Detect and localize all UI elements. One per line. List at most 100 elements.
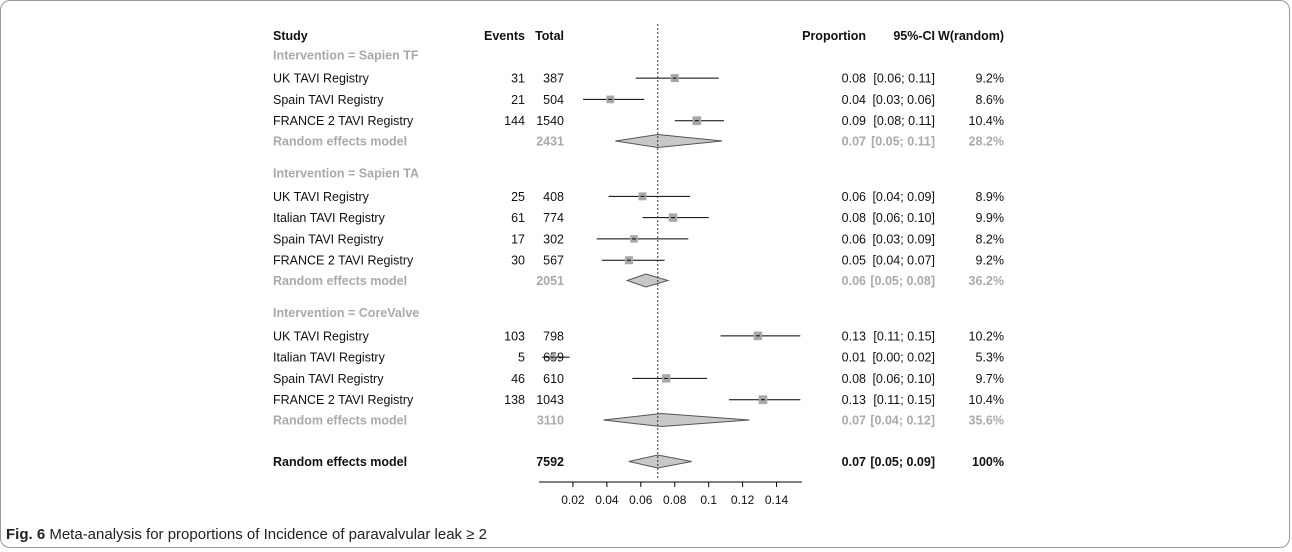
study-weight: 9.9% <box>976 211 1005 225</box>
summary-weight: 28.2% <box>969 135 1004 149</box>
summary-total: 2051 <box>536 274 564 288</box>
study-ci: [0.11; 0.15] <box>873 393 935 407</box>
study-ci: [0.03; 0.06] <box>872 93 935 107</box>
x-axis-tick-label: 0.08 <box>663 493 687 507</box>
study-name: UK TAVI Registry <box>273 190 370 204</box>
study-ci: [0.04; 0.07] <box>872 254 935 268</box>
study-events: 25 <box>511 190 525 204</box>
study-events: 144 <box>504 114 525 128</box>
study-proportion: 0.06 <box>842 232 866 246</box>
summary-total: 2431 <box>536 135 564 149</box>
summary-diamond <box>603 413 750 428</box>
x-axis-tick-label: 0.14 <box>765 493 789 507</box>
summary-proportion: 0.07 <box>842 414 866 428</box>
study-weight: 9.7% <box>976 372 1005 386</box>
study-proportion: 0.04 <box>842 93 866 107</box>
study-events: 103 <box>504 329 525 343</box>
study-ci: [0.06; 0.10] <box>872 372 935 386</box>
summary-diamond <box>625 273 670 288</box>
study-events: 138 <box>504 393 525 407</box>
x-axis-tick-label: 0.12 <box>731 493 755 507</box>
study-name: Italian TAVI Registry <box>273 351 386 365</box>
x-axis-tick-label: 0.06 <box>629 493 653 507</box>
study-ci: [0.03; 0.09] <box>872 232 935 246</box>
summary-total: 3110 <box>537 414 564 428</box>
study-total: 567 <box>543 254 564 268</box>
overall-proportion: 0.07 <box>842 455 866 469</box>
summary-ci: [0.05; 0.08] <box>870 274 935 288</box>
study-name: FRANCE 2 TAVI Registry <box>273 254 414 268</box>
study-name: UK TAVI Registry <box>273 329 370 343</box>
study-name: Spain TAVI Registry <box>273 372 384 386</box>
study-weight: 10.4% <box>969 114 1004 128</box>
study-weight: 10.2% <box>969 329 1004 343</box>
study-ci: [0.06; 0.11] <box>873 72 935 86</box>
study-total: 774 <box>543 211 564 225</box>
study-weight: 9.2% <box>976 254 1005 268</box>
figure-caption: Fig. 6 Meta-analysis for proportions of … <box>6 526 487 543</box>
study-events: 5 <box>518 351 525 365</box>
study-events: 31 <box>511 72 525 86</box>
forest-plot: Study Events Total Proportion 95%-CI W(random… <box>273 24 1005 507</box>
figure-caption-text: Meta-analysis for proportions of Inciden… <box>49 526 487 543</box>
summary-ci: [0.04; 0.12] <box>870 414 935 428</box>
overall-diamond <box>628 454 692 469</box>
header-events: Events <box>484 29 525 43</box>
study-proportion: 0.13 <box>842 329 866 343</box>
study-ci: [0.06; 0.10] <box>872 211 935 225</box>
summary-model-label: Random effects model <box>273 274 407 288</box>
study-ci: [0.00; 0.02] <box>872 351 935 365</box>
study-total: 1540 <box>536 114 564 128</box>
study-total: 302 <box>543 232 564 246</box>
study-events: 30 <box>511 254 525 268</box>
study-total: 798 <box>543 329 564 343</box>
study-proportion: 0.08 <box>842 372 866 386</box>
header-weight: W(random) <box>938 29 1004 43</box>
group-title: Intervention = Sapien TF <box>273 48 419 62</box>
study-weight: 8.9% <box>976 190 1005 204</box>
study-ci: [0.11; 0.15] <box>873 329 935 343</box>
study-proportion: 0.08 <box>842 211 866 225</box>
study-weight: 8.6% <box>976 93 1005 107</box>
overall-ci: [0.05; 0.09] <box>870 455 935 469</box>
study-proportion: 0.08 <box>842 72 866 86</box>
x-axis-tick-label: 0.1 <box>700 493 717 507</box>
study-weight: 5.3% <box>976 351 1005 365</box>
study-name: FRANCE 2 TAVI Registry <box>273 114 414 128</box>
header-ci: 95%-CI <box>893 29 935 43</box>
study-proportion: 0.05 <box>842 254 866 268</box>
study-events: 17 <box>511 232 525 246</box>
study-ci: [0.04; 0.09] <box>872 190 935 204</box>
study-proportion: 0.09 <box>842 114 866 128</box>
overall-model-label: Random effects model <box>273 455 407 469</box>
header-proportion: Proportion <box>802 29 866 43</box>
summary-proportion: 0.06 <box>842 274 866 288</box>
study-proportion: 0.06 <box>842 190 866 204</box>
x-axis-tick-label: 0.02 <box>561 493 585 507</box>
summary-diamond <box>615 133 723 149</box>
x-axis-tick-label: 0.04 <box>595 493 619 507</box>
study-events: 21 <box>511 93 525 107</box>
study-weight: 9.2% <box>976 72 1005 86</box>
study-name: Spain TAVI Registry <box>273 93 384 107</box>
study-weight: 8.2% <box>976 232 1005 246</box>
study-total: 504 <box>543 93 564 107</box>
summary-ci: [0.05; 0.11] <box>871 135 935 149</box>
study-events: 46 <box>511 372 525 386</box>
study-events: 61 <box>511 211 525 225</box>
study-weight: 10.4% <box>969 393 1004 407</box>
study-proportion: 0.13 <box>842 393 866 407</box>
header-study: Study <box>273 29 308 43</box>
figure-label: Fig. 6 <box>6 526 46 543</box>
group-title: Intervention = CoreValve <box>273 306 419 320</box>
summary-weight: 36.2% <box>969 274 1004 288</box>
study-total: 408 <box>543 190 564 204</box>
study-name: Spain TAVI Registry <box>273 232 384 246</box>
summary-proportion: 0.07 <box>842 135 866 149</box>
study-name: UK TAVI Registry <box>273 72 370 86</box>
summary-weight: 35.6% <box>969 414 1004 428</box>
study-total: 610 <box>543 372 564 386</box>
overall-total: 7592 <box>536 455 564 469</box>
study-ci: [0.08; 0.11] <box>873 114 935 128</box>
